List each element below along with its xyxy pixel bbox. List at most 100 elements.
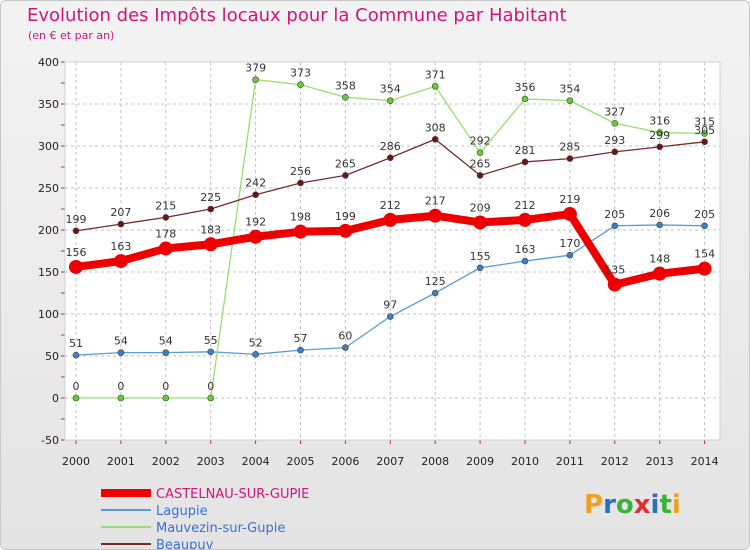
data-point-mauvezin-sur-gupie [611,120,619,127]
y-tick-label: 0 [52,392,59,405]
data-point-lagupie [252,351,259,358]
data-point-lagupie [701,222,708,230]
data-label-lagupie: 125 [425,275,446,288]
data-point-beaupuy [207,205,214,213]
data-label-mauvezin-sur-gupie: 354 [380,83,401,96]
data-point-castelnau-sur-gupie [293,224,308,239]
data-point-mauvezin-sur-gupie [342,93,349,101]
data-label-beaupuy: 281 [515,144,536,157]
data-point-beaupuy [72,227,80,235]
x-tick-label: 2004 [242,455,270,468]
data-label-castelnau-sur-gupie: 148 [649,253,670,266]
data-point-lagupie [297,346,304,354]
chart-subtitle: (en € et par an) [28,29,115,42]
data-point-mauvezin-sur-gupie [431,83,439,90]
data-label-lagupie: 54 [159,335,173,348]
y-tick-label: 400 [38,56,59,69]
data-point-castelnau-sur-gupie [697,261,712,276]
data-label-castelnau-sur-gupie: 192 [245,216,266,229]
data-label-beaupuy: 225 [200,191,221,204]
data-label-beaupuy: 215 [155,199,176,212]
data-point-castelnau-sur-gupie [518,212,532,227]
x-tick-label: 2002 [152,455,180,468]
data-label-lagupie: 54 [114,335,128,348]
data-label-beaupuy: 308 [425,121,446,134]
legend-label-mauvezin-sur-gupie: Mauvezin-sur-Gupie [156,521,285,536]
data-label-lagupie: 170 [559,237,580,250]
data-point-lagupie [162,349,170,356]
data-label-castelnau-sur-gupie: 212 [515,199,536,212]
legend-label-beaupuy: Beaupuy [156,538,214,549]
data-point-beaupuy [566,155,574,162]
data-label-castelnau-sur-gupie: 154 [694,248,715,261]
data-point-castelnau-sur-gupie [203,237,218,252]
x-tick-label: 2006 [331,455,359,468]
data-label-lagupie: 205 [694,208,715,221]
plot-border [64,61,721,441]
data-label-mauvezin-sur-gupie: 354 [559,83,580,96]
data-label-mauvezin-sur-gupie: 379 [245,62,266,75]
data-point-mauvezin-sur-gupie [476,149,484,157]
y-tick-label: 300 [38,140,59,153]
x-tick-label: 2007 [376,455,404,468]
y-tick-label: 250 [38,182,59,195]
logo-letter: r [603,490,616,520]
data-label-castelnau-sur-gupie: 217 [425,195,446,208]
data-label-castelnau-sur-gupie: 198 [290,211,311,224]
data-label-castelnau-sur-gupie: 163 [110,240,131,253]
data-point-castelnau-sur-gupie [113,254,128,269]
data-label-beaupuy: 293 [604,134,625,147]
logo-letter: o [615,490,634,520]
data-label-mauvezin-sur-gupie: 0 [162,380,169,393]
data-label-beaupuy: 265 [335,157,356,170]
data-label-beaupuy: 285 [559,141,580,154]
x-tick-label: 2008 [421,455,449,468]
data-label-mauvezin-sur-gupie: 358 [335,79,356,92]
data-point-beaupuy [521,158,529,166]
data-point-mauvezin-sur-gupie [386,97,394,104]
logo-letter: x [633,490,651,520]
data-label-beaupuy: 256 [290,165,311,178]
data-point-mauvezin-sur-gupie [72,394,80,402]
x-tick-label: 2009 [466,455,494,468]
x-tick-label: 2013 [646,455,674,468]
x-tick-label: 2010 [511,455,539,468]
data-label-lagupie: 97 [383,299,397,312]
data-label-castelnau-sur-gupie: 135 [604,264,625,277]
data-label-lagupie: 155 [470,250,491,263]
data-label-beaupuy: 199 [66,213,87,226]
data-point-castelnau-sur-gupie [69,259,83,274]
data-point-mauvezin-sur-gupie [656,129,664,136]
data-point-beaupuy [431,135,439,143]
data-label-beaupuy: 242 [245,177,266,190]
data-label-castelnau-sur-gupie: 156 [66,246,87,259]
proxiti-logo: Proxiti [584,490,681,520]
data-label-beaupuy: 305 [694,124,715,137]
data-point-beaupuy [656,143,664,151]
data-label-lagupie: 60 [338,330,352,343]
data-point-castelnau-sur-gupie [428,208,443,223]
data-point-mauvezin-sur-gupie [297,81,304,88]
data-point-beaupuy [117,220,125,228]
y-tick-label: 200 [38,224,59,237]
data-label-mauvezin-sur-gupie: 327 [604,105,625,118]
data-point-lagupie [566,251,574,259]
data-label-castelnau-sur-gupie: 178 [155,227,176,240]
x-tick-label: 2011 [556,455,584,468]
data-label-mauvezin-sur-gupie: 373 [290,67,311,80]
data-point-castelnau-sur-gupie [248,229,263,244]
data-point-castelnau-sur-gupie [473,215,488,230]
data-point-beaupuy [386,154,394,162]
data-point-beaupuy [342,172,349,179]
legend-label-castelnau-sur-gupie: CASTELNAU-SUR-GUPIE [156,487,309,502]
logo-letter: i [671,490,681,520]
data-point-lagupie [117,349,125,356]
data-point-mauvezin-sur-gupie [162,394,170,402]
data-point-beaupuy [476,172,484,179]
data-label-mauvezin-sur-gupie: 315 [694,115,715,128]
data-label-lagupie: 163 [515,243,536,256]
x-tick-label: 2012 [601,455,629,468]
data-point-beaupuy [162,214,170,221]
data-point-lagupie [656,221,664,229]
